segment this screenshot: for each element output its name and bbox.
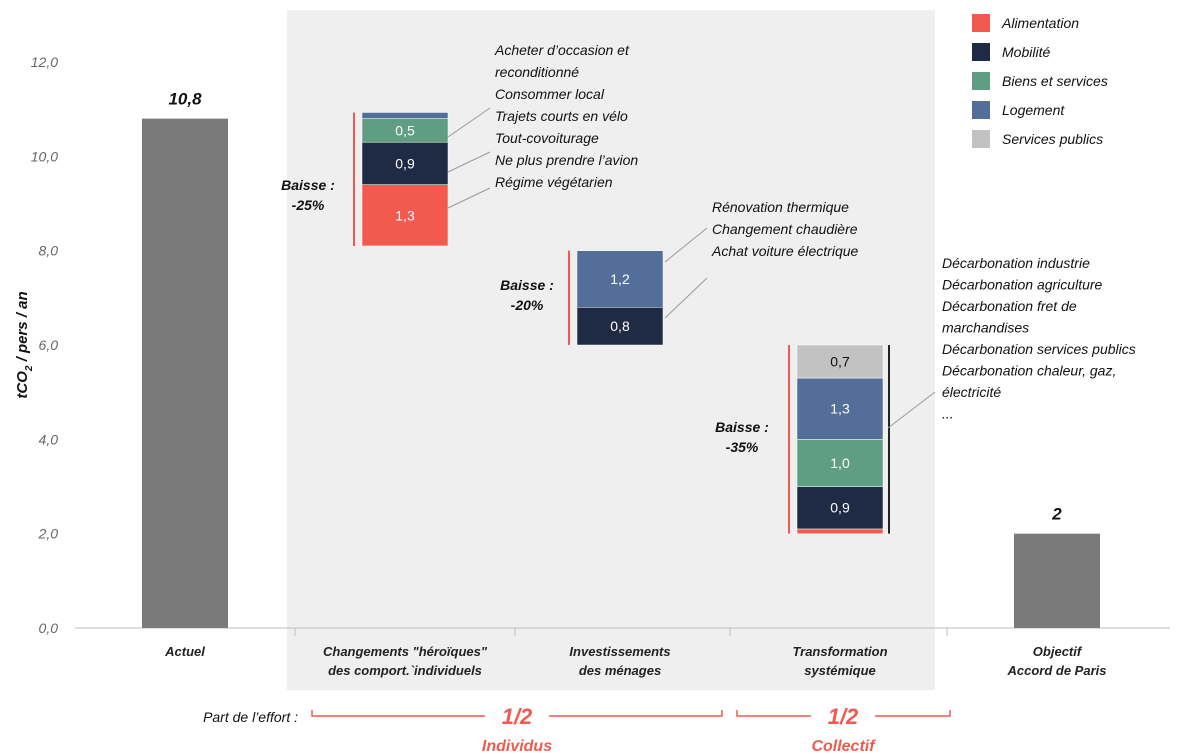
- y-tick-label: 12,0: [31, 54, 58, 70]
- measure-annotation: Acheter d’occasion et: [494, 42, 630, 58]
- category-label: Objectif: [1033, 644, 1083, 659]
- annotation-connector: [447, 151, 491, 173]
- measure-annotation: Rénovation thermique: [712, 199, 849, 215]
- legend-swatch: [972, 101, 990, 119]
- annotation-connector: [664, 227, 708, 263]
- effort-group-name: Collectif: [811, 738, 876, 755]
- segment-value-label: 0,7: [830, 354, 850, 370]
- baisse-label: Baisse :: [500, 277, 554, 293]
- segment-value-label: 1,0: [830, 455, 850, 471]
- segment-value-label: 1,3: [395, 207, 415, 223]
- legend-swatch: [972, 130, 990, 148]
- measure-annotation: Consommer local: [495, 86, 605, 102]
- annotation-connector: [664, 277, 708, 319]
- y-tick-label: 4,0: [39, 431, 59, 447]
- category-label: des ménages: [579, 663, 661, 678]
- y-tick-label: 2,0: [38, 526, 59, 542]
- measure-annotation: Décarbonation fret de: [942, 298, 1077, 314]
- total-bar: [1014, 533, 1100, 628]
- total-value-label: 10,8: [168, 90, 202, 109]
- category-label: Investissements: [569, 644, 670, 659]
- measure-annotation: Tout-covoiturage: [495, 130, 599, 146]
- annotation-connector: [447, 107, 491, 138]
- baisse-label: -35%: [726, 439, 759, 455]
- legend-entry-label: Services publics: [1002, 131, 1103, 147]
- step-segment-alimentation: [796, 528, 884, 534]
- y-tick-label: 10,0: [31, 148, 58, 164]
- legend-swatch: [972, 43, 990, 61]
- category-label: Changements "héroïques": [323, 644, 488, 659]
- effort-fraction: 1/2: [828, 704, 859, 729]
- measure-annotation: Décarbonation chaleur, gaz,: [942, 363, 1116, 379]
- annotation-connector: [447, 187, 491, 209]
- effort-bracket: [736, 710, 811, 717]
- measure-annotation: Décarbonation agriculture: [942, 277, 1103, 293]
- legend-entry-label: Logement: [1002, 102, 1065, 118]
- segment-value-label: 1,3: [830, 401, 850, 417]
- y-axis-label: tCO2 / pers / an: [14, 291, 35, 398]
- measure-annotation: Changement chaudière: [712, 221, 858, 237]
- step-segment-logement: [576, 250, 664, 308]
- annotation-connector: [887, 391, 936, 429]
- step-segment-services-publics: [796, 344, 884, 379]
- measure-annotation: Décarbonation services publics: [942, 341, 1136, 357]
- step-segment-logement: [361, 112, 449, 119]
- y-tick-label: 0,0: [39, 620, 59, 636]
- category-label: des comport.`individuels: [328, 663, 482, 678]
- legend-entry-label: Mobilité: [1002, 44, 1050, 60]
- effort-label: Part de l’effort :: [203, 709, 298, 725]
- segment-value-label: 0,8: [610, 318, 630, 334]
- measure-annotation: ...: [942, 406, 954, 422]
- measure-annotation: Achat voiture électrique: [711, 243, 859, 259]
- category-label: Actuel: [164, 644, 205, 659]
- step-segment-logement: [796, 377, 884, 440]
- baisse-label: -25%: [292, 197, 325, 213]
- legend-swatch: [972, 14, 990, 32]
- measure-annotation: électricité: [942, 384, 1001, 400]
- segment-value-label: 0,9: [395, 155, 415, 171]
- category-label: Accord de Paris: [1007, 663, 1107, 678]
- effort-bracket: [311, 710, 485, 717]
- y-tick-label: 8,0: [39, 243, 59, 259]
- category-label: systémique: [804, 663, 876, 678]
- step-segment-mobilité: [796, 486, 884, 530]
- measure-annotation: Régime végétarien: [495, 174, 613, 190]
- step-segment-biens-et-services: [796, 439, 884, 487]
- step-segment-mobilité: [361, 141, 449, 185]
- measure-annotation: reconditionné: [495, 64, 579, 80]
- baisse-label: -20%: [511, 297, 544, 313]
- category-label: Transformation: [792, 644, 887, 659]
- baisse-label: Baisse :: [715, 419, 769, 435]
- baisse-label: Baisse :: [281, 177, 335, 193]
- measure-annotation: marchandises: [942, 320, 1029, 336]
- segment-value-label: 1,2: [610, 271, 630, 287]
- effort-group-name: Individus: [482, 738, 552, 755]
- effort-bracket: [549, 710, 723, 717]
- step-segment-alimentation: [361, 184, 449, 247]
- measure-annotation: Trajets courts en vélo: [495, 108, 628, 124]
- legend-entry-label: Biens et services: [1002, 73, 1108, 89]
- total-value-label: 2: [1051, 505, 1062, 524]
- total-bar: [142, 118, 228, 628]
- segment-value-label: 0,5: [395, 122, 415, 138]
- legend-swatch: [972, 72, 990, 90]
- effort-bracket: [875, 710, 951, 717]
- measure-annotation: Décarbonation industrie: [942, 255, 1090, 271]
- measure-annotation: Ne plus prendre l’avion: [495, 152, 638, 168]
- effort-fraction: 1/2: [502, 704, 533, 729]
- segment-value-label: 0,9: [830, 500, 850, 516]
- y-tick-label: 6,0: [39, 337, 59, 353]
- legend-entry-label: Alimentation: [1001, 15, 1079, 31]
